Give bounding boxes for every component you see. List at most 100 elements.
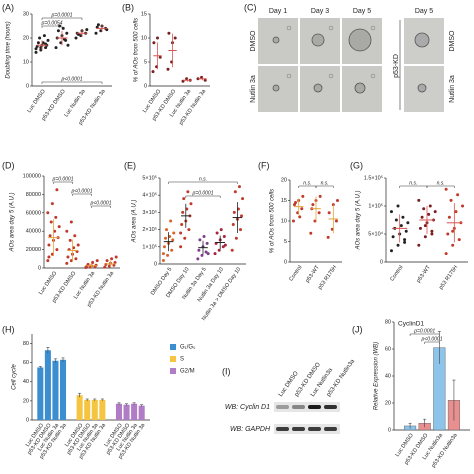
annotation: p=0.0001 <box>192 190 214 196</box>
y-tick-label: 0 <box>284 259 287 265</box>
data-point <box>167 31 171 35</box>
y-tick-label: 100000 <box>23 173 41 179</box>
data-point <box>74 36 78 40</box>
data-point <box>54 46 58 50</box>
y-tick-label: 60 <box>385 346 391 352</box>
chart-title: CyclinD1 <box>398 321 424 328</box>
band <box>276 427 289 431</box>
data-point <box>69 220 73 224</box>
x-tick-label: p53-WT <box>305 264 322 284</box>
data-point <box>46 211 50 215</box>
data-point <box>49 220 53 224</box>
data-point <box>47 243 51 247</box>
legend-label: G₁/G₀ <box>180 345 196 351</box>
data-point <box>161 259 165 263</box>
annotation: p=0.0054 <box>41 20 63 26</box>
row-label: Nutlin 3a <box>250 75 257 103</box>
organoid <box>311 33 325 47</box>
blot-label: WB: GAPDH <box>230 426 271 433</box>
data-point <box>451 229 455 233</box>
data-point <box>427 212 431 216</box>
data-point <box>55 188 59 192</box>
data-point <box>114 255 118 259</box>
column-label: Day 5 <box>353 8 371 15</box>
y-tick-label: 5 <box>284 239 287 245</box>
data-point <box>403 238 407 242</box>
data-point <box>74 257 78 261</box>
data-point <box>172 231 176 235</box>
data-point <box>96 23 100 27</box>
data-point <box>456 193 460 197</box>
y-tick-label: 80000 <box>26 192 41 198</box>
row-label: DMSO <box>250 30 257 52</box>
annotation: n.s. <box>437 180 445 186</box>
cell <box>286 25 292 31</box>
y-tick-label: 1.5×10⁵ <box>364 174 383 181</box>
data-point <box>196 77 200 81</box>
annotation: p=0.0001 <box>52 176 74 182</box>
data-point <box>404 229 408 233</box>
data-point <box>391 235 395 239</box>
bracket <box>41 17 83 20</box>
y-tick-label: 80 <box>385 319 391 325</box>
x-tick-label: Luc DMSO <box>38 270 59 296</box>
bracket <box>53 181 73 184</box>
y-tick-label: 60000 <box>26 210 41 216</box>
row-label: Nutlin 3a <box>449 75 456 103</box>
data-point <box>198 238 202 242</box>
y-tick-label: 3×10⁵ <box>142 209 157 216</box>
data-point <box>110 257 114 261</box>
data-point <box>298 215 302 219</box>
data-point <box>179 245 183 249</box>
data-point <box>61 26 65 30</box>
legend-swatch <box>170 368 176 374</box>
data-point <box>41 41 45 45</box>
data-point <box>418 226 422 230</box>
cell <box>328 25 334 31</box>
data-point <box>68 238 72 242</box>
data-point <box>183 236 187 240</box>
y-tick-label: 0 <box>38 265 41 271</box>
bracket <box>426 185 455 188</box>
data-point <box>173 36 177 40</box>
y-axis-label: AOs area (A.U.) <box>132 200 138 244</box>
legend-swatch <box>170 356 176 362</box>
bar <box>131 403 138 420</box>
data-point <box>50 202 54 206</box>
data-point <box>215 231 219 235</box>
bar <box>59 359 67 420</box>
legend-label: G2/M <box>180 369 195 375</box>
data-point <box>301 194 305 198</box>
data-point <box>420 215 424 219</box>
data-point <box>417 198 421 202</box>
y-tick-label: 10 <box>141 35 147 41</box>
data-point <box>57 225 61 229</box>
data-point <box>99 29 103 33</box>
data-point <box>42 34 46 38</box>
data-point <box>79 34 83 38</box>
data-point <box>48 234 52 238</box>
data-point <box>66 43 70 47</box>
data-point <box>423 235 427 239</box>
data-point <box>326 235 330 239</box>
bracket <box>168 181 238 184</box>
bar <box>37 367 44 420</box>
data-point <box>206 252 210 256</box>
y-tick-label: 2×10⁵ <box>142 226 157 233</box>
annotation: n.s. <box>199 176 207 182</box>
data-point <box>233 190 237 194</box>
legend-swatch <box>170 344 176 350</box>
band <box>292 405 305 409</box>
data-point <box>179 231 183 235</box>
y-tick-label: 0 <box>26 417 29 423</box>
data-point <box>169 219 173 223</box>
annotation: n.s. <box>303 180 311 186</box>
y-tick-label: 30 <box>23 11 29 17</box>
annotation: n.s. <box>409 180 417 186</box>
y-tick-label: 20 <box>385 400 391 406</box>
data-point <box>422 207 426 211</box>
data-point <box>231 222 235 226</box>
data-point <box>444 187 448 191</box>
bracket <box>41 25 63 28</box>
